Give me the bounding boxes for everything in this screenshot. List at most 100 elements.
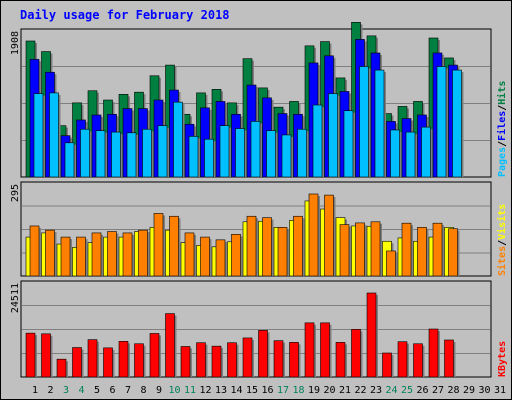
legend-visits: Visits [496, 204, 508, 240]
bar-kbytes-day-14 [227, 342, 237, 378]
bar-sites-day-6 [107, 231, 117, 277]
panel-3 [20, 280, 492, 378]
bar-kbytes-day-1 [25, 332, 36, 378]
legend-separator: / [497, 240, 508, 246]
bar-pages-day-28 [452, 69, 462, 178]
panel-1 [20, 22, 492, 178]
bar-kbytes-day-26 [413, 343, 423, 378]
series-legend-label: Pages/Files/Hits [496, 81, 508, 177]
bar-kbytes-day-10 [165, 313, 175, 378]
bar-kbytes-day-27 [428, 328, 439, 378]
bar-kbytes-day-9 [149, 333, 160, 378]
bar-kbytes-day-16 [258, 330, 268, 378]
y-max-label: 1908 [10, 31, 21, 55]
legend-files: Files [496, 111, 508, 141]
plots [20, 22, 492, 378]
x-tick-label-10: 10 [168, 385, 180, 396]
x-tick-label-13: 13 [215, 385, 227, 396]
x-tick-label-15: 15 [246, 385, 258, 396]
bar-kbytes-day-25 [397, 341, 408, 378]
bar-pages-day-21 [343, 110, 354, 178]
bar-sites-day-17 [277, 227, 288, 277]
x-tick-label-17: 17 [277, 385, 289, 396]
bar-pages-day-3 [64, 142, 75, 178]
legend-hits: Hits [496, 81, 508, 105]
x-tick-label-30: 30 [478, 385, 490, 396]
bar-pages-day-10 [173, 101, 183, 178]
bar-pages-day-9 [157, 125, 168, 178]
bar-pages-day-23 [374, 69, 385, 178]
bar-sites-day-2 [45, 229, 55, 277]
x-tick-label-31: 31 [494, 385, 506, 396]
y-max-label: 24511 [10, 283, 21, 313]
bar-pages-day-15 [250, 121, 261, 178]
bar-pages-day-17 [281, 134, 292, 178]
bar-sites-day-14 [231, 234, 241, 277]
bar-sites-day-11 [184, 232, 195, 277]
bar-kbytes-day-17 [273, 340, 284, 378]
legend-pages: Pages [497, 147, 508, 177]
bar-sites-day-3 [60, 236, 71, 277]
bar-pages-day-11 [188, 136, 199, 178]
x-tick-label-12: 12 [199, 385, 211, 396]
bar-kbytes-day-28 [444, 339, 454, 378]
bar-sites-day-10 [169, 215, 179, 277]
bar-pages-day-20 [328, 93, 338, 178]
x-tick-label-25: 25 [401, 385, 413, 396]
bar-sites-day-9 [153, 213, 164, 277]
x-tick-label-16: 16 [261, 385, 273, 396]
x-tick-label-23: 23 [370, 385, 382, 396]
bar-kbytes-day-21 [335, 342, 346, 378]
bar-sites-day-27 [432, 222, 443, 277]
legend-separator: / [497, 105, 508, 111]
x-tick-label-19: 19 [308, 385, 320, 396]
bar-pages-day-22 [359, 66, 369, 178]
bar-sites-day-19 [308, 193, 319, 277]
bar-kbytes-day-7 [118, 341, 129, 378]
bar-pages-day-6 [111, 131, 121, 178]
bar-kbytes-day-18 [289, 342, 299, 378]
x-tick-label-18: 18 [292, 385, 304, 396]
x-axis-labels: 1 2 3 4 5 6 7 8 9 10 11 12 13 14 15 16 17 18 19 20 21 22 23 24 2… [32, 385, 506, 396]
bar-kbytes-day-20 [320, 322, 330, 378]
bar-pages-day-24 [390, 129, 400, 178]
bar-kbytes-day-4 [72, 347, 82, 378]
bar-kbytes-day-23 [366, 292, 377, 378]
bar-kbytes-day-6 [103, 347, 113, 378]
bar-pages-day-1 [33, 93, 44, 178]
bar-kbytes-day-2 [41, 333, 51, 378]
bar-sites-day-8 [138, 229, 148, 277]
series-legend-label: Sites/Visits [496, 204, 508, 276]
bar-sites-day-15 [246, 215, 257, 277]
bar-sites-day-16 [262, 217, 272, 277]
x-tick-label-11: 11 [184, 385, 196, 396]
x-tick-label-27: 27 [432, 385, 444, 396]
x-tick-label-14: 14 [230, 385, 242, 396]
x-tick-label-2: 2 [47, 385, 53, 396]
y-axis-labels: 1908Pages/Files/Hits295Sites/Visits24511… [10, 31, 508, 377]
x-tick-label-1: 1 [32, 385, 38, 396]
bar-kbytes-day-13 [211, 345, 222, 378]
bar-pages-day-13 [219, 125, 230, 178]
series-legend-label: KBytes [497, 341, 508, 377]
bar-kbytes-day-5 [87, 339, 98, 378]
bar-sites-day-22 [355, 222, 365, 277]
bar-pages-day-7 [126, 132, 137, 178]
bar-pages-day-19 [312, 104, 323, 178]
bar-pages-day-14 [235, 128, 245, 178]
bar-sites-day-25 [401, 222, 412, 277]
legend-sites: Sites [496, 246, 508, 276]
bar-pages-day-26 [421, 126, 431, 178]
legend-separator: / [497, 141, 508, 147]
bar-sites-day-21 [339, 224, 350, 277]
bar-kbytes-day-19 [304, 322, 315, 378]
bar-sites-day-23 [370, 221, 381, 277]
bar-sites-day-1 [29, 225, 40, 277]
bar-sites-day-7 [122, 232, 133, 277]
x-tick-label-22: 22 [354, 385, 366, 396]
bar-pages-day-4 [80, 128, 90, 178]
bar-kbytes-day-8 [134, 343, 144, 378]
x-tick-label-20: 20 [323, 385, 335, 396]
chart-title: Daily usage for February 2018 [20, 8, 230, 22]
